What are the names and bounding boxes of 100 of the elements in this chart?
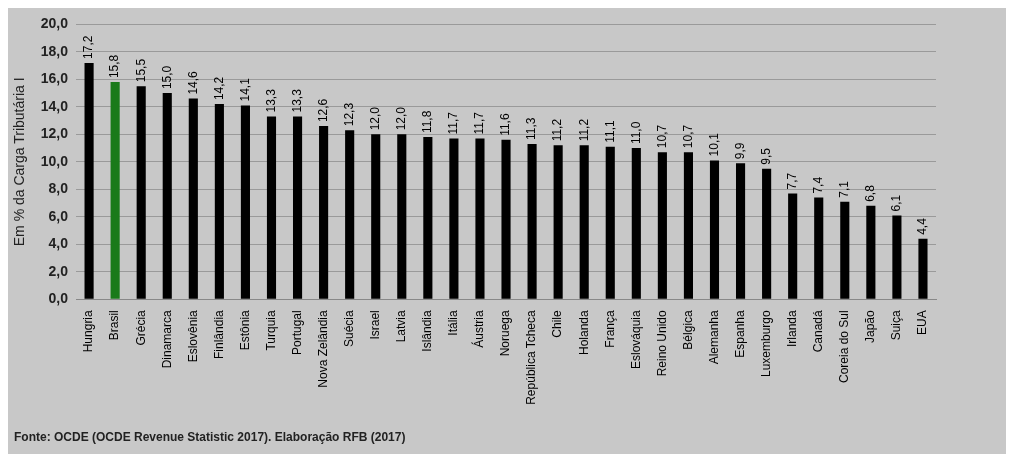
bar — [605, 146, 615, 299]
data-label: 6,8 — [863, 184, 878, 202]
data-label: 11,1 — [602, 119, 617, 143]
bar — [319, 126, 329, 299]
x-tick-label: Chile — [550, 309, 565, 338]
x-tick-label: Finlândia — [211, 309, 226, 359]
x-tick-label: Turquia — [263, 309, 278, 351]
x-tick-label: Hungria — [81, 309, 96, 353]
y-tick-label: 20,0 — [40, 15, 69, 32]
bar — [397, 134, 407, 299]
x-tick-label: Áustria — [471, 309, 487, 348]
bar — [553, 145, 563, 299]
bar — [762, 168, 772, 299]
y-axis-title: Em % da Carga Tributária I — [11, 77, 28, 247]
data-label: 11,7 — [446, 111, 461, 135]
data-label: 6,1 — [889, 194, 904, 212]
bar — [475, 138, 485, 299]
data-label: 11,6 — [498, 113, 513, 136]
x-tick-label: EUA — [915, 310, 930, 335]
bar — [657, 152, 667, 299]
data-label: 10,7 — [680, 124, 695, 149]
x-tick-label: Luxemburgo — [758, 309, 773, 377]
data-label: 4,4 — [915, 217, 930, 235]
data-label: 12,0 — [394, 106, 409, 131]
bar — [345, 130, 355, 299]
x-tick-label: Brasil — [107, 310, 122, 341]
x-tick-label: Eslováquia — [628, 309, 643, 369]
bar — [918, 238, 928, 299]
y-tick-label: 12,0 — [40, 125, 69, 142]
bar — [814, 197, 824, 299]
data-label: 10,7 — [654, 124, 669, 149]
x-tick-label: Suiça — [889, 309, 904, 341]
data-label: 13,3 — [289, 88, 304, 113]
bar — [788, 193, 798, 299]
x-tick-label: Alemanha — [706, 309, 721, 365]
data-label: 15,0 — [159, 65, 174, 90]
x-tick-label: Suécia — [341, 309, 356, 347]
y-tick-label: 10,0 — [40, 152, 69, 169]
bar — [84, 62, 94, 299]
x-tick-label: Holanda — [576, 309, 591, 355]
bar — [631, 148, 641, 299]
bar — [110, 82, 120, 299]
data-label: 15,5 — [133, 58, 148, 83]
bar — [266, 116, 277, 299]
data-label: 11,8 — [420, 110, 435, 134]
x-tick-label: Irlanda — [784, 309, 799, 347]
bar — [892, 215, 902, 299]
data-label: 15,8 — [107, 54, 122, 79]
data-label: 11,2 — [550, 118, 565, 142]
data-label: 11,7 — [472, 111, 487, 135]
data-label: 9,9 — [732, 142, 747, 160]
bar — [188, 98, 198, 299]
x-tick-label: Noruega — [498, 309, 513, 357]
data-label: 13,3 — [263, 88, 278, 113]
bar — [423, 137, 433, 299]
x-tick-label: Bélgica — [680, 309, 695, 350]
y-tick-label: 8,0 — [48, 180, 69, 197]
data-label: 11,2 — [576, 118, 591, 142]
source-note: Fonte: OCDE (OCDE Revenue Statistic 2017). Elaboração RFB (2017) — [14, 430, 406, 444]
x-tick-label: República Tcheca — [524, 309, 539, 405]
data-label: 12,6 — [315, 98, 330, 123]
bar — [579, 145, 589, 299]
data-label: 14,1 — [237, 77, 252, 102]
bar — [240, 105, 250, 299]
data-label: 10,1 — [706, 132, 721, 157]
x-tick-label: Dinamarca — [159, 309, 174, 369]
data-label: 9,5 — [758, 147, 773, 165]
bar — [371, 134, 381, 299]
x-tick-label: Islândia — [420, 309, 435, 352]
x-tick-label: Coreia do Sul — [837, 310, 852, 383]
bar — [162, 93, 172, 299]
data-label: 7,1 — [837, 180, 852, 198]
bar — [527, 143, 537, 299]
bar — [501, 139, 511, 299]
data-label: 11,0 — [628, 121, 643, 145]
data-label: 14,2 — [211, 76, 226, 101]
x-tick-label: Estônia — [237, 309, 252, 351]
y-tick-label: 14,0 — [40, 97, 69, 114]
x-tick-label: Latvia — [394, 309, 409, 343]
data-label: 7,4 — [811, 176, 826, 194]
bar — [214, 104, 224, 299]
x-tick-label: Grécia — [133, 309, 148, 346]
bar — [449, 138, 459, 299]
x-tick-label: Nova Zelândia — [315, 309, 330, 388]
y-tick-label: 6,0 — [48, 207, 69, 224]
x-tick-label: Eslovênia — [185, 309, 200, 363]
x-tick-label: Canadá — [811, 309, 826, 353]
x-tick-label: Itália — [446, 309, 461, 336]
x-tick-label: França — [602, 309, 617, 348]
x-tick-label: Espanha — [732, 309, 747, 358]
bar — [136, 86, 146, 299]
data-label: 11,3 — [524, 117, 539, 140]
bar — [840, 201, 850, 299]
data-label: 7,7 — [784, 172, 799, 190]
x-tick-label: Portugal — [289, 310, 304, 355]
bar — [683, 152, 693, 299]
y-tick-label: 2,0 — [48, 262, 69, 279]
y-tick-label: 0,0 — [48, 290, 69, 307]
y-tick-label: 16,0 — [40, 70, 69, 87]
x-tick-label: Reino Unido — [654, 309, 669, 377]
